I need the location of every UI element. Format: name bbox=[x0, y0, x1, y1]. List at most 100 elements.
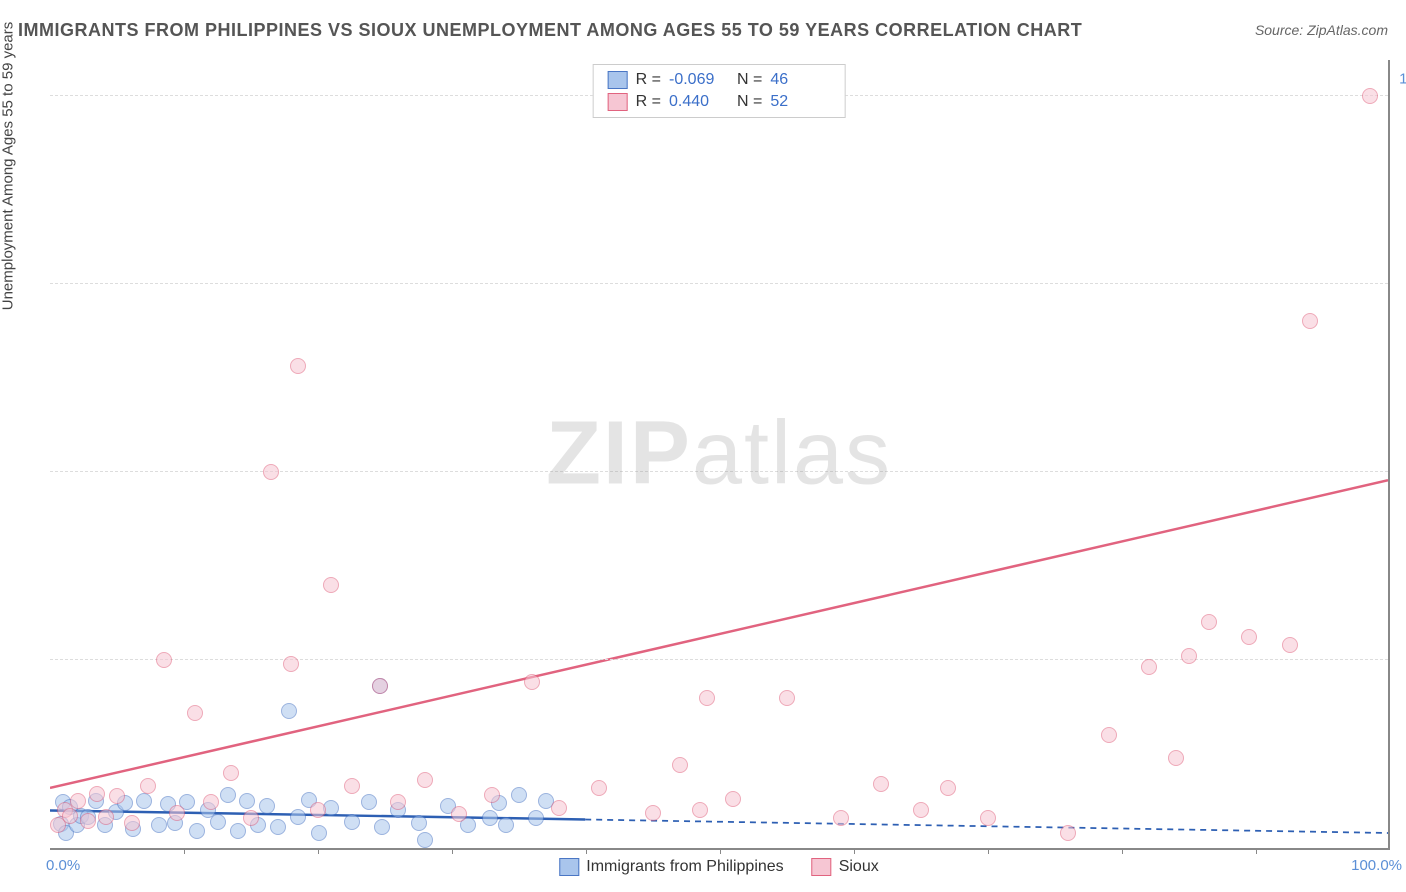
x-tick bbox=[586, 848, 587, 854]
stat-n-label: N = bbox=[737, 93, 762, 111]
data-point bbox=[109, 788, 125, 804]
data-point bbox=[290, 358, 306, 374]
data-point bbox=[980, 810, 996, 826]
stat-r-label: R = bbox=[636, 71, 661, 89]
data-point bbox=[210, 814, 226, 830]
data-point bbox=[259, 798, 275, 814]
data-point bbox=[833, 810, 849, 826]
stat-n-value-2: 52 bbox=[770, 93, 830, 111]
data-point bbox=[725, 791, 741, 807]
data-point bbox=[372, 678, 388, 694]
data-point bbox=[699, 690, 715, 706]
data-point bbox=[417, 832, 433, 848]
data-point bbox=[70, 793, 86, 809]
stat-r-value-1: -0.069 bbox=[669, 71, 729, 89]
data-point bbox=[551, 800, 567, 816]
data-point bbox=[779, 690, 795, 706]
trend-lines-svg bbox=[50, 60, 1388, 848]
data-point bbox=[189, 823, 205, 839]
data-point bbox=[374, 819, 390, 835]
trend-line-solid bbox=[50, 480, 1388, 788]
stat-n-value-1: 46 bbox=[770, 71, 830, 89]
data-point bbox=[310, 802, 326, 818]
data-point bbox=[482, 810, 498, 826]
legend-label-2: Sioux bbox=[839, 858, 879, 876]
gridline bbox=[50, 471, 1388, 472]
data-point bbox=[1241, 629, 1257, 645]
data-point bbox=[417, 772, 433, 788]
data-point bbox=[270, 819, 286, 835]
data-point bbox=[672, 757, 688, 773]
source-attribution: Source: ZipAtlas.com bbox=[1255, 22, 1388, 38]
data-point bbox=[1168, 750, 1184, 766]
y-axis-label: Unemployment Among Ages 55 to 59 years bbox=[0, 22, 17, 311]
x-tick bbox=[854, 848, 855, 854]
data-point bbox=[484, 787, 500, 803]
correlation-legend: R = -0.069 N = 46 R = 0.440 N = 52 bbox=[593, 64, 846, 118]
stat-n-label: N = bbox=[737, 71, 762, 89]
data-point bbox=[223, 765, 239, 781]
data-point bbox=[692, 802, 708, 818]
data-point bbox=[283, 656, 299, 672]
data-point bbox=[940, 780, 956, 796]
x-tick bbox=[988, 848, 989, 854]
data-point bbox=[591, 780, 607, 796]
series-legend: Immigrants from Philippines Sioux bbox=[559, 858, 878, 876]
legend-item-2: Sioux bbox=[812, 858, 879, 876]
data-point bbox=[311, 825, 327, 841]
data-point bbox=[1060, 825, 1076, 841]
data-point bbox=[1101, 727, 1117, 743]
legend-swatch-pink bbox=[812, 858, 832, 876]
x-tick bbox=[720, 848, 721, 854]
data-point bbox=[220, 787, 236, 803]
data-point bbox=[156, 652, 172, 668]
data-point bbox=[361, 794, 377, 810]
data-point bbox=[243, 810, 259, 826]
data-point bbox=[528, 810, 544, 826]
chart-title: IMMIGRANTS FROM PHILIPPINES VS SIOUX UNE… bbox=[18, 20, 1082, 41]
data-point bbox=[263, 464, 279, 480]
legend-label-1: Immigrants from Philippines bbox=[586, 858, 783, 876]
legend-swatch-blue bbox=[559, 858, 579, 876]
data-point bbox=[344, 814, 360, 830]
data-point bbox=[290, 809, 306, 825]
data-point bbox=[390, 794, 406, 810]
data-point bbox=[511, 787, 527, 803]
data-point bbox=[1201, 614, 1217, 630]
legend-swatch-pink bbox=[608, 93, 628, 111]
data-point bbox=[239, 793, 255, 809]
data-point bbox=[411, 815, 427, 831]
data-point bbox=[89, 786, 105, 802]
data-point bbox=[1362, 88, 1378, 104]
data-point bbox=[913, 802, 929, 818]
plot-area: ZIPatlas R = -0.069 N = 46 R = 0.440 N =… bbox=[50, 60, 1390, 850]
stat-r-label: R = bbox=[636, 93, 661, 111]
y-tick-label: 100.0% bbox=[1399, 70, 1406, 87]
watermark: ZIPatlas bbox=[546, 403, 892, 506]
data-point bbox=[136, 793, 152, 809]
data-point bbox=[80, 813, 96, 829]
x-tick-max: 100.0% bbox=[1351, 857, 1402, 874]
data-point bbox=[1181, 648, 1197, 664]
x-tick-min: 0.0% bbox=[46, 857, 80, 874]
x-tick bbox=[1256, 848, 1257, 854]
data-point bbox=[524, 674, 540, 690]
data-point bbox=[281, 703, 297, 719]
x-tick bbox=[452, 848, 453, 854]
legend-row-series-2: R = 0.440 N = 52 bbox=[608, 91, 831, 113]
data-point bbox=[344, 778, 360, 794]
data-point bbox=[1282, 637, 1298, 653]
stat-r-value-2: 0.440 bbox=[669, 93, 729, 111]
data-point bbox=[1302, 313, 1318, 329]
data-point bbox=[451, 806, 467, 822]
data-point bbox=[1141, 659, 1157, 675]
x-tick bbox=[1122, 848, 1123, 854]
data-point bbox=[169, 805, 185, 821]
data-point bbox=[203, 794, 219, 810]
gridline bbox=[50, 283, 1388, 284]
x-tick bbox=[184, 848, 185, 854]
legend-swatch-blue bbox=[608, 71, 628, 89]
data-point bbox=[62, 808, 78, 824]
legend-item-1: Immigrants from Philippines bbox=[559, 858, 783, 876]
x-tick bbox=[318, 848, 319, 854]
